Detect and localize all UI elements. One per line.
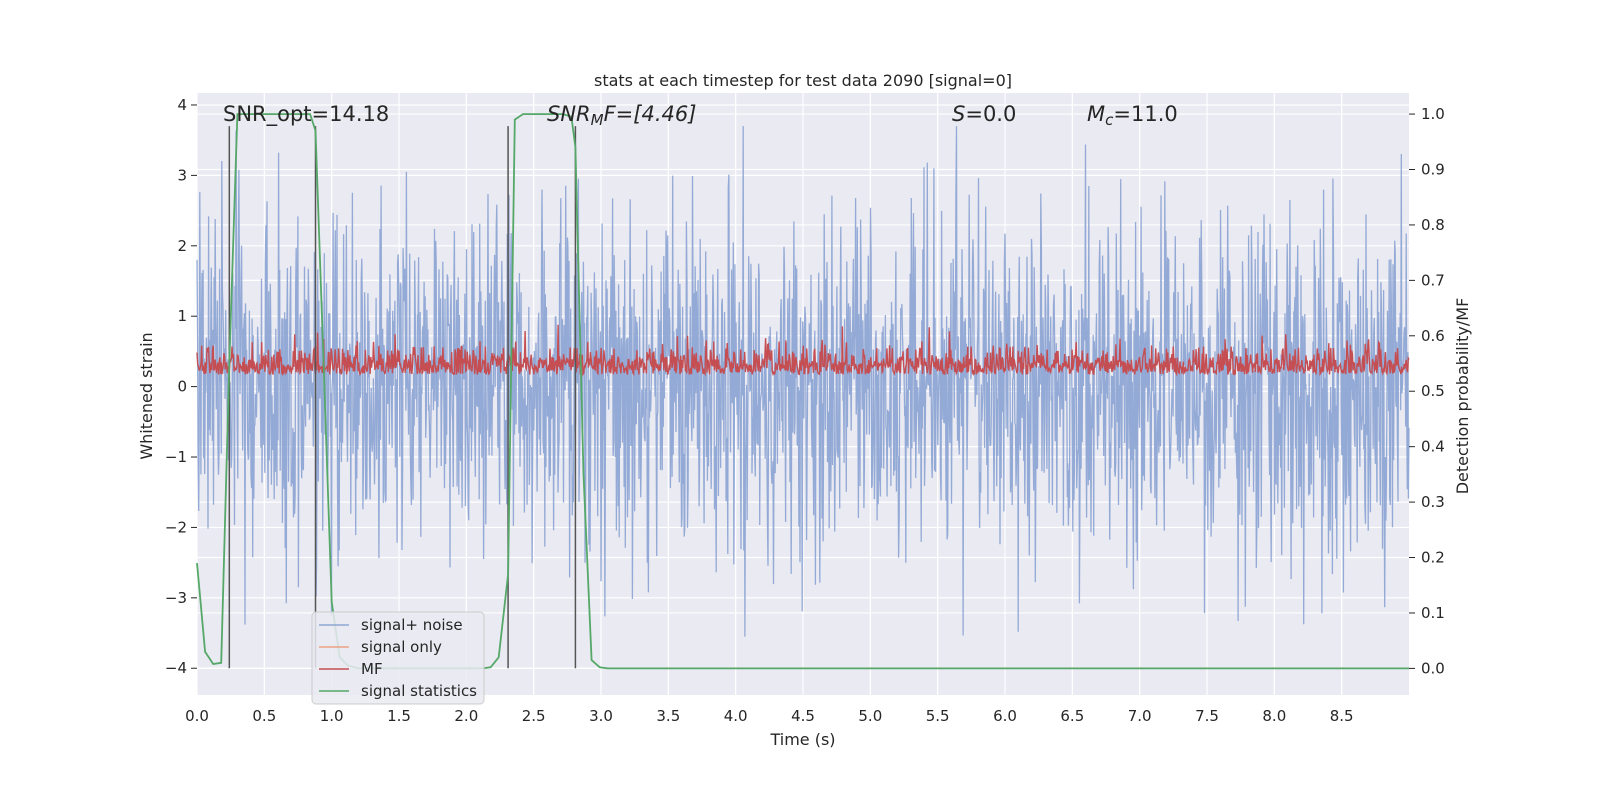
y-right-tick-label: 0.0 bbox=[1421, 659, 1445, 677]
snr-mf-italic: SNR bbox=[547, 102, 591, 126]
y-tick-label: 3 bbox=[177, 166, 187, 184]
legend-label-signal-noise: signal+ noise bbox=[361, 616, 463, 634]
y-tick-label: 1 bbox=[177, 307, 187, 325]
y-right-axis-ticks: 1.0 0.9 0.8 0.7 0.6 0.5 0.4 0.3 0.2 0.1 0.0 bbox=[1409, 105, 1445, 677]
mc-subscript: c bbox=[1105, 111, 1114, 129]
y-right-tick-label: 0.7 bbox=[1421, 271, 1445, 289]
y-axis-label: Whitened strain bbox=[137, 332, 156, 459]
s-rest: =0.0 bbox=[965, 102, 1016, 126]
legend-box bbox=[311, 611, 485, 705]
x-tick-label: 3.5 bbox=[656, 707, 680, 725]
y-right-tick-label: 0.4 bbox=[1421, 438, 1445, 456]
signal-noise-line bbox=[196, 126, 1410, 637]
x-axis-label: Time (s) bbox=[769, 730, 835, 749]
legend-label-mf: MF bbox=[361, 660, 383, 678]
x-tick-label: 0.0 bbox=[185, 707, 209, 725]
x-tick-label: 1.5 bbox=[387, 707, 411, 725]
x-tick-label: 5.5 bbox=[926, 707, 950, 725]
x-tick-label: 6.5 bbox=[1060, 707, 1084, 725]
legend: signal+ noise signal only MF signal stat… bbox=[311, 611, 485, 705]
y-axis-ticks: 4 3 2 1 0 −1 −2 −3 −4 bbox=[165, 96, 197, 677]
mf-line bbox=[196, 324, 1410, 377]
y-right-tick-label: 0.5 bbox=[1421, 382, 1445, 400]
x-tick-label: 4.0 bbox=[724, 707, 748, 725]
y-tick-label: −3 bbox=[165, 589, 187, 607]
y-right-tick-label: 0.2 bbox=[1421, 549, 1445, 567]
x-tick-label: 8.5 bbox=[1330, 707, 1354, 725]
annotation-snr-mf: SNRMF=[4.46] bbox=[547, 102, 696, 129]
snr-mf-subscript: M bbox=[591, 111, 604, 129]
annotation-snr-opt: SNR_opt=14.18 bbox=[223, 102, 389, 127]
annotation-mc: Mc=11.0 bbox=[1087, 102, 1178, 129]
mc-italic: M bbox=[1087, 102, 1105, 126]
legend-label-signal-statistics: signal statistics bbox=[361, 682, 477, 700]
y-tick-label: −2 bbox=[165, 518, 187, 536]
y-right-tick-label: 1.0 bbox=[1421, 105, 1445, 123]
y-right-tick-label: 0.8 bbox=[1421, 216, 1445, 234]
x-tick-label: 3.0 bbox=[589, 707, 613, 725]
y-right-tick-label: 0.1 bbox=[1421, 604, 1445, 622]
y-right-axis-label: Detection probability/MF bbox=[1453, 298, 1472, 495]
x-tick-label: 2.0 bbox=[454, 707, 478, 725]
mf-series bbox=[196, 324, 1410, 377]
y-tick-label: −1 bbox=[165, 448, 187, 466]
x-tick-label: 6.0 bbox=[993, 707, 1017, 725]
x-tick-label: 2.5 bbox=[522, 707, 546, 725]
y-tick-label: 2 bbox=[177, 237, 187, 255]
x-tick-label: 5.0 bbox=[858, 707, 882, 725]
snr-mf-rest: F=[4.46] bbox=[604, 102, 697, 126]
x-tick-label: 7.5 bbox=[1195, 707, 1219, 725]
y-right-tick-label: 0.9 bbox=[1421, 160, 1445, 178]
y-right-tick-label: 0.6 bbox=[1421, 327, 1445, 345]
x-axis-ticks: 0.0 0.5 1.0 1.5 2.0 2.5 3.0 3.5 4.0 4.5 5.0 5.5 6.0 6… bbox=[185, 707, 1354, 725]
s-italic: S bbox=[952, 102, 965, 126]
y-right-tick-label: 0.3 bbox=[1421, 493, 1445, 511]
x-tick-label: 0.5 bbox=[252, 707, 276, 725]
x-tick-label: 7.0 bbox=[1128, 707, 1152, 725]
annotation-s: S=0.0 bbox=[952, 102, 1016, 126]
x-tick-label: 1.0 bbox=[320, 707, 344, 725]
chart-title: stats at each timestep for test data 209… bbox=[594, 71, 1012, 90]
y-tick-label: 0 bbox=[177, 378, 187, 396]
legend-label-signal-only: signal only bbox=[361, 638, 442, 656]
mc-rest: =11.0 bbox=[1113, 102, 1177, 126]
x-tick-label: 8.0 bbox=[1262, 707, 1286, 725]
y-tick-label: 4 bbox=[177, 96, 187, 114]
x-tick-label: 4.5 bbox=[791, 707, 815, 725]
y-tick-label: −4 bbox=[165, 659, 187, 677]
signal-noise-series bbox=[196, 126, 1410, 637]
